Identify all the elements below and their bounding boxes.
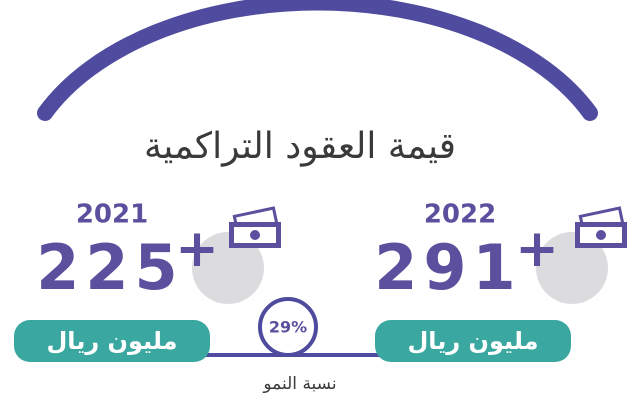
unit: مليون ريال — [46, 327, 177, 355]
unit-pill — [14, 320, 210, 362]
circle-bg — [192, 232, 264, 304]
year: 2021 — [76, 200, 148, 230]
unit: مليون ريال — [407, 327, 538, 355]
title: قيمة العقود التراكمية — [144, 126, 456, 167]
item-2021: 2021 225 + مليون ريال — [14, 200, 281, 362]
growth-label: نسبة النمو — [262, 374, 336, 394]
unit-pill — [375, 320, 571, 362]
money-icon — [229, 206, 281, 248]
growth-circle — [258, 297, 318, 357]
value: 291 — [374, 231, 521, 304]
money-icon — [575, 206, 627, 248]
decorative-arc — [37, 0, 598, 121]
plus-sign: + — [175, 219, 219, 279]
circle-bg — [536, 232, 608, 304]
growth-value: 29% — [269, 318, 307, 337]
plus-sign: + — [515, 219, 559, 279]
year: 2022 — [424, 200, 496, 230]
value: 225 — [36, 231, 183, 304]
item-2022: 2022 291 + مليون ريال — [374, 200, 627, 362]
